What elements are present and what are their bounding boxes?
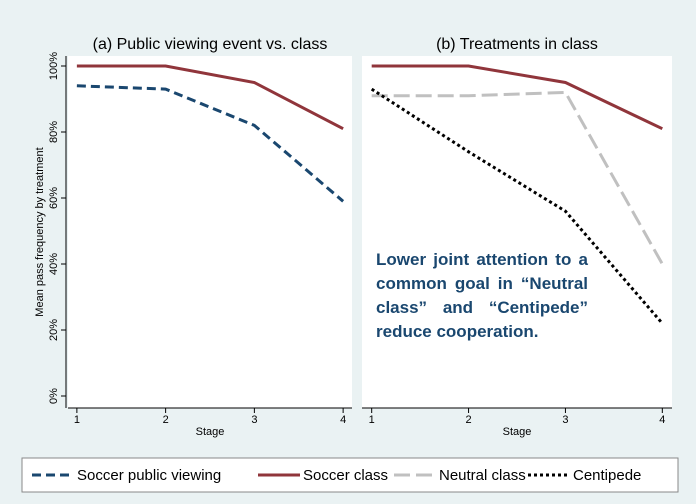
chart-title: (a) Public viewing event vs. class bbox=[93, 36, 328, 53]
legend-box bbox=[21, 457, 679, 493]
line-series bbox=[76, 64, 344, 131]
x-tick-label: 4 bbox=[340, 414, 346, 426]
y-tick-label: 0% bbox=[48, 388, 60, 404]
y-axis-label: Mean pass frequency by treatment bbox=[34, 147, 46, 316]
x-axis-label: Stage bbox=[196, 426, 225, 438]
legend-label: Soccer public viewing bbox=[77, 467, 221, 484]
line-series bbox=[371, 90, 664, 265]
x-tick-label: 1 bbox=[369, 414, 375, 426]
x-tick-label: 3 bbox=[251, 414, 257, 426]
chart-title: (b) Treatments in class bbox=[436, 36, 598, 53]
y-tick-label: 40% bbox=[48, 253, 60, 275]
plot-area bbox=[362, 56, 672, 408]
y-tick-label: 20% bbox=[48, 319, 60, 341]
line-series bbox=[371, 64, 663, 131]
legend-label: Centipede bbox=[573, 467, 641, 484]
y-tick-label: 60% bbox=[48, 187, 60, 209]
plot-area bbox=[68, 56, 352, 408]
x-tick-label: 3 bbox=[562, 414, 568, 426]
x-axis-label: Stage bbox=[503, 426, 532, 438]
x-tick-label: 2 bbox=[466, 414, 472, 426]
annotation: Lower joint attention to a common goal i… bbox=[376, 250, 588, 341]
x-tick-label: 1 bbox=[74, 414, 80, 426]
x-tick-label: 4 bbox=[659, 414, 665, 426]
line-series bbox=[76, 84, 345, 203]
y-tick-label: 80% bbox=[48, 121, 60, 143]
y-tick-label: 100% bbox=[48, 52, 60, 80]
legend-label: Soccer class bbox=[303, 467, 388, 484]
legend-label: Neutral class bbox=[439, 467, 526, 484]
x-tick-label: 2 bbox=[163, 414, 169, 426]
